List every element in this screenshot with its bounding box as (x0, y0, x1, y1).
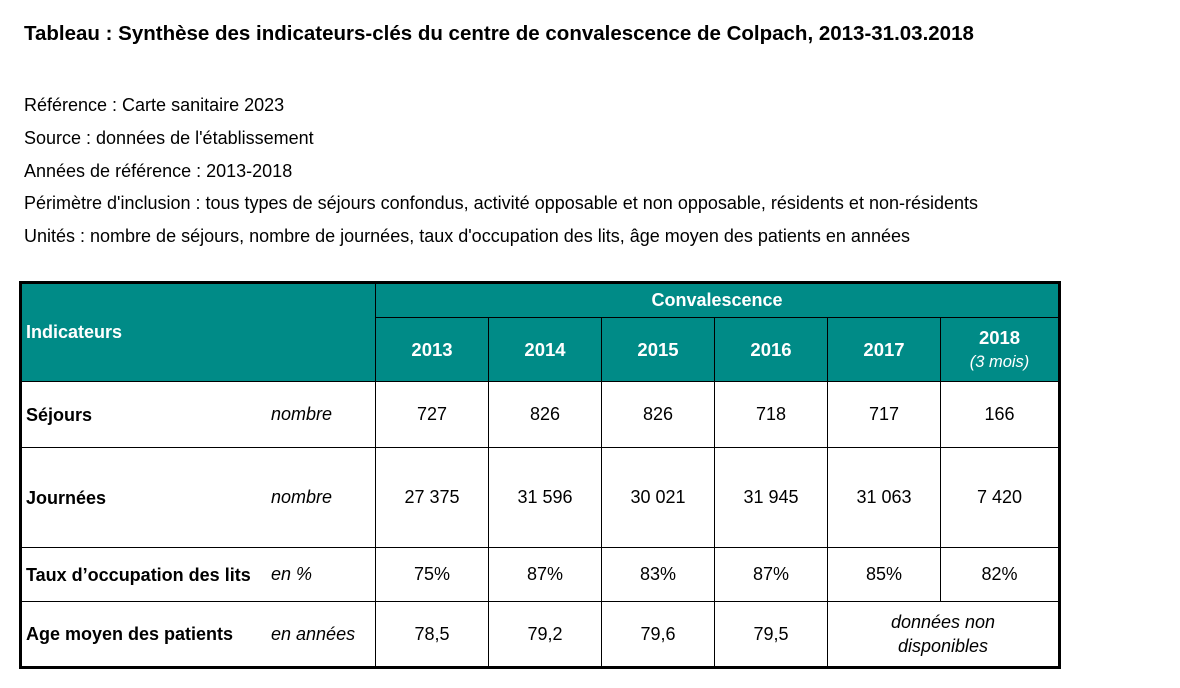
meta-scope: Périmètre d'inclusion : tous types de sé… (24, 193, 979, 214)
row-label: Age moyen des patients (26, 624, 234, 644)
header-convalescence: Convalescence (374, 282, 1061, 318)
table-cell: 79,5 (714, 601, 828, 668)
table-row-sejours: Séjours nombre 727 826 826 718 717 166 (20, 381, 1061, 448)
table-cell: 82% (939, 547, 1061, 602)
table-cell: 718 (714, 381, 828, 448)
row-label-cell: Séjours nombre (20, 381, 376, 448)
header-row-group: Indicateurs Convalescence (20, 282, 1061, 382)
table-cell: 83% (601, 547, 715, 602)
table-cell: 31 945 (714, 447, 828, 548)
header-row-years: 2013 2014 2015 2016 2017 2018 (3 mois) (21, 317, 1061, 382)
table-cell: 79,2 (488, 601, 602, 668)
header-year-note: (3 mois) (969, 353, 1030, 371)
header-year: 2015 (601, 317, 715, 382)
not-available-cell: données non disponibles (826, 601, 1061, 668)
row-unit: en % (271, 564, 313, 584)
metadata-block: Référence : Carte sanitaire 2023 Source … (24, 89, 978, 253)
header-year: 2013 (375, 317, 489, 382)
table-cell: 826 (488, 381, 602, 448)
meta-years: Années de référence : 2013-2018 (24, 160, 293, 181)
table-cell: 727 (375, 381, 489, 448)
not-available-text: données non disponibles (890, 612, 996, 656)
row-label-cell: Journées nombre (20, 447, 376, 548)
header-year-label: 2018 (978, 327, 1021, 348)
header-year: 2014 (488, 317, 602, 382)
table-row-journees: Journées nombre 27 375 31 596 30 021 31 … (20, 447, 1061, 548)
header-year-2018: 2018 (3 mois) (939, 317, 1061, 382)
row-unit: en années (271, 623, 356, 644)
row-label: Journées (26, 487, 107, 508)
table-cell: 30 021 (601, 447, 715, 548)
meta-units: Unités : nombre de séjours, nombre de jo… (24, 226, 910, 247)
row-label: Séjours (26, 404, 93, 425)
row-label-cell: Taux d’occupation des lits en % (20, 547, 376, 602)
table-cell: 7 420 (939, 447, 1061, 548)
table-cell: 87% (488, 547, 602, 602)
table-cell: 31 596 (488, 447, 602, 548)
table-cell: 826 (601, 381, 715, 448)
indicators-table: Indicateurs Convalescence 2013 2014 2015… (19, 281, 1062, 669)
row-label: Taux d’occupation des lits (26, 564, 251, 585)
table-row-occupation: Taux d’occupation des lits en % 75% 87% … (20, 547, 1061, 602)
table-cell: 75% (375, 547, 489, 602)
row-unit: nombre (271, 487, 333, 507)
row-label-cell: Age moyen des patients en années (20, 601, 376, 668)
page-title: Tableau : Synthèse des indicateurs-clés … (24, 22, 974, 45)
row-unit: nombre (271, 404, 333, 424)
table-row-age: Age moyen des patients en années 78,5 79… (20, 601, 1061, 668)
header-indicators: Indicateurs (20, 282, 376, 382)
table-cell: 78,5 (375, 601, 489, 668)
table-cell: 87% (714, 547, 828, 602)
table-cell: 79,6 (601, 601, 715, 668)
header-year: 2017 (827, 317, 941, 382)
header-year: 2016 (714, 317, 828, 382)
table-cell: 166 (939, 381, 1061, 448)
meta-reference: Référence : Carte sanitaire 2023 (24, 95, 285, 115)
table-cell: 85% (827, 547, 941, 602)
table-cell: 31 063 (827, 447, 941, 548)
meta-source: Source : données de l'établissement (24, 127, 314, 148)
table-cell: 717 (827, 381, 941, 448)
table-cell: 27 375 (375, 447, 489, 548)
